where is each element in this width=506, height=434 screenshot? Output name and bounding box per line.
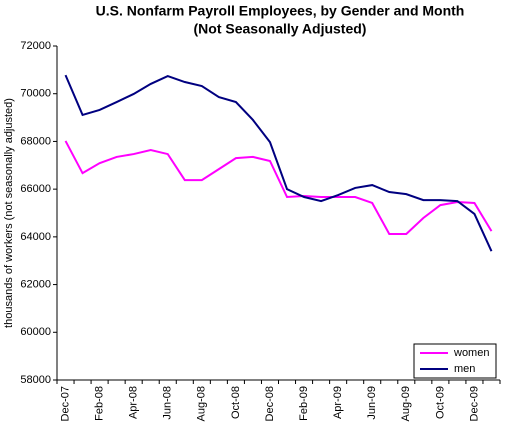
x-tick-label: Apr-09	[332, 386, 344, 419]
x-tick-label: Aug-09	[400, 386, 412, 421]
series-line	[64, 140, 493, 235]
y-tick-label: 72000	[20, 40, 51, 52]
x-tick-label: Jun-08	[162, 386, 174, 420]
y-tick-label: 70000	[20, 88, 51, 100]
x-tick-label: Aug-08	[196, 386, 208, 421]
legend-box	[413, 343, 497, 379]
x-tick-label: Feb-09	[298, 386, 310, 421]
x-tick-label: Oct-09	[434, 386, 446, 419]
x-tick-label: Dec-07	[59, 386, 71, 421]
y-tick-label: 66000	[20, 183, 51, 195]
y-tick-label: 58000	[20, 374, 51, 386]
x-tick-label: Feb-08	[94, 386, 106, 421]
y-tick-label: 68000	[20, 135, 51, 147]
chart-subtitle: (Not Seasonally Adjusted)	[194, 21, 367, 37]
legend-label: men	[454, 363, 475, 375]
y-axis-title: thousands of workers (not seasonally adj…	[3, 98, 15, 328]
chart-title: U.S. Nonfarm Payroll Employees, by Gende…	[96, 3, 465, 19]
x-tick-label: Apr-08	[128, 386, 140, 419]
legend-label: women	[453, 347, 489, 359]
y-tick-label: 60000	[20, 326, 51, 338]
x-tick-label: Jun-09	[366, 386, 378, 420]
x-tick-label: Dec-09	[468, 386, 480, 421]
y-tick-label: 62000	[20, 278, 51, 290]
series-line	[64, 74, 493, 252]
x-tick-label: Dec-08	[264, 386, 276, 421]
x-tick-label: Oct-08	[230, 386, 242, 419]
y-tick-label: 64000	[20, 231, 51, 243]
